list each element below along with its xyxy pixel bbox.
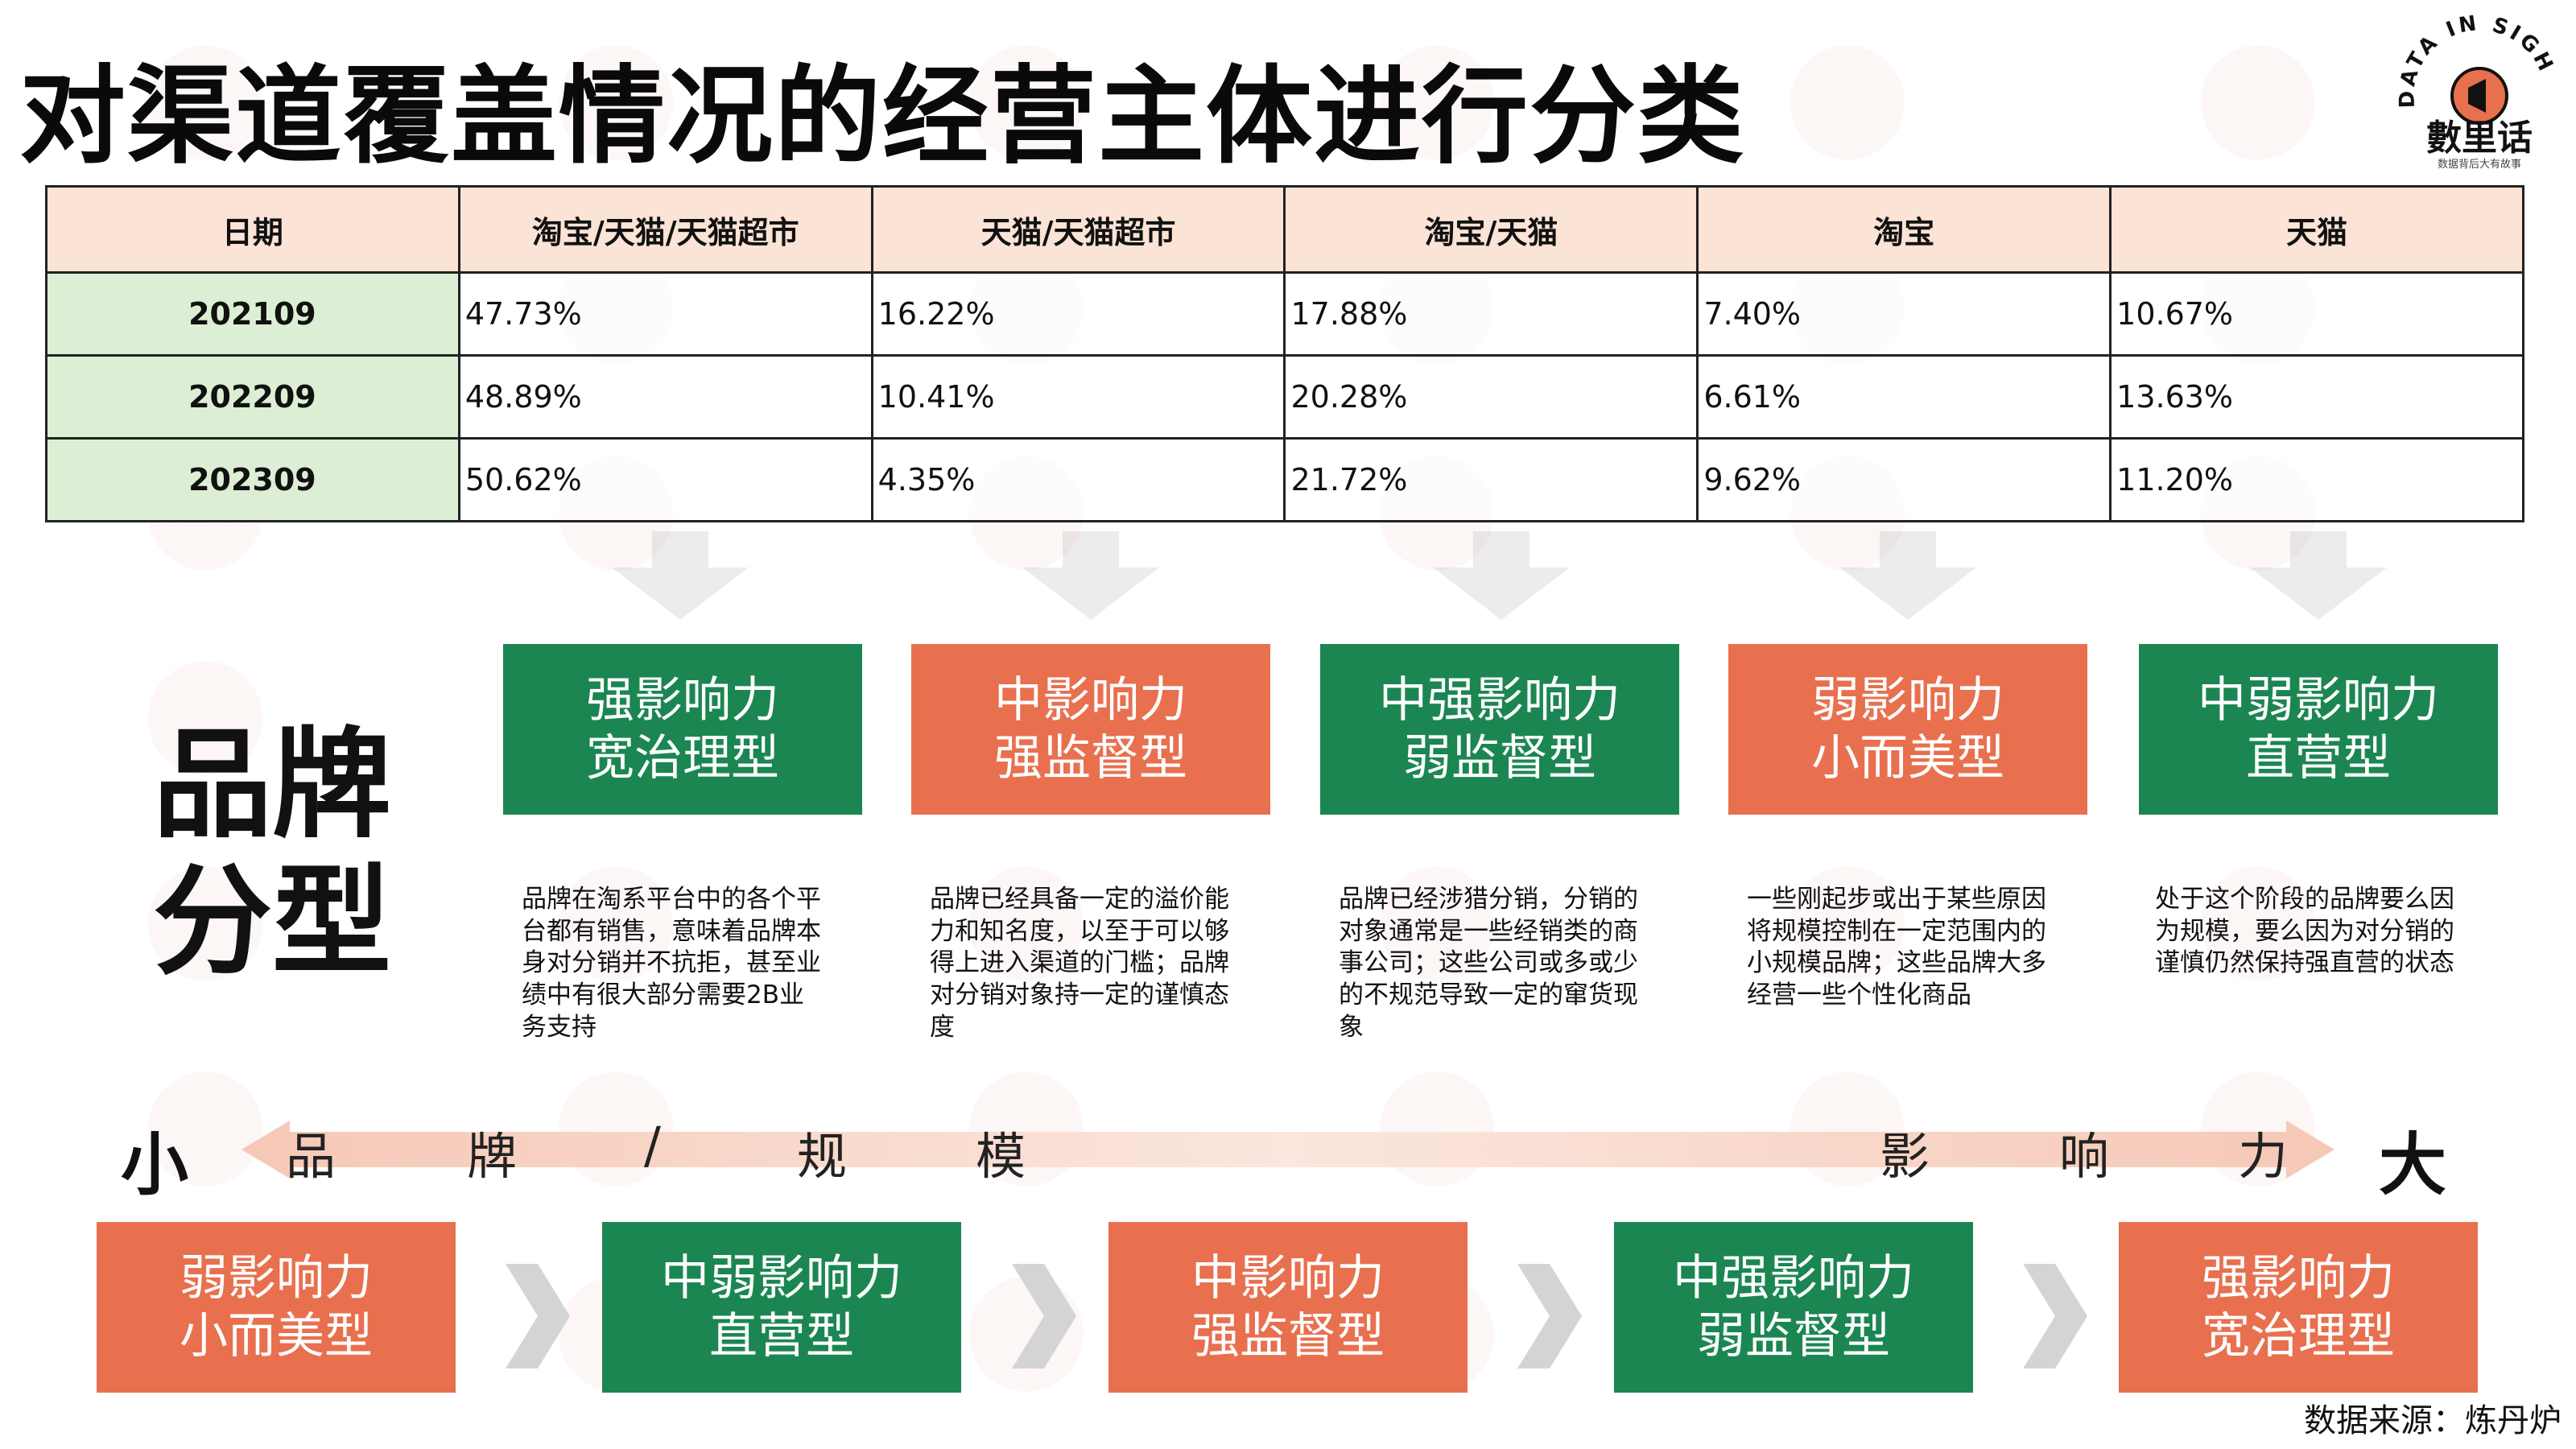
type-card-weak-influence: 弱影响力 小而美型: [1728, 644, 2087, 815]
progression-card: 中弱影响力 直营型: [602, 1222, 961, 1393]
table-cell: 6.61%: [1696, 354, 2112, 440]
table-row: 202209 48.89% 10.41% 20.28% 6.61% 13.63%: [45, 354, 2524, 440]
scale-axis-char: 牌: [467, 1127, 518, 1186]
type-description: 一些刚起步或出于某些原因将规模控制在一定范围内的小规模品牌；这些品牌大多经营一些…: [1747, 885, 2046, 1010]
col-header-taobao: 淘宝: [1696, 185, 2112, 274]
scale-axis-char: /: [644, 1116, 661, 1174]
chevron-right-icon: [1517, 1264, 1582, 1368]
table-cell: 50.62%: [457, 437, 873, 522]
date-cell: 202109: [45, 271, 460, 357]
table-cell: 13.63%: [2109, 354, 2524, 440]
type-card-strong-influence: 强影响力 宽治理型: [503, 644, 862, 815]
col-header-taobao-tmall-supermarket: 淘宝/天猫/天猫超市: [457, 185, 873, 274]
type-card-medium-weak-influence: 中弱影响力 直营型: [2139, 644, 2498, 815]
type-description: 品牌已经具备一定的溢价能力和知名度，以至于可以够得上进入渠道的门槛；品牌对分销对…: [930, 885, 1229, 1042]
type-card-line1: 中强影响力: [1673, 1250, 1914, 1307]
progression-card: 强影响力 宽治理型: [2119, 1222, 2478, 1393]
scale-small-label: 小: [121, 1125, 189, 1204]
table-cell: 20.28%: [1283, 354, 1699, 440]
type-card-line2: 小而美型: [180, 1308, 373, 1364]
table-row: 202109 47.73% 16.22% 17.88% 7.40% 10.67%: [45, 271, 2524, 357]
type-card-line2: 弱监督型: [1403, 730, 1596, 786]
type-description: 品牌在淘系平台中的各个平台都有销售，意味着品牌本身对分销并不抗拒，甚至业绩中有很…: [522, 885, 821, 1042]
date-cell: 202209: [45, 354, 460, 440]
data-source-note: 数据来源：炼丹炉: [2304, 1402, 2562, 1439]
brand-logo: DATA IN SIGHT 數里话 数据背后大有故事: [2391, 11, 2556, 171]
table-cell: 17.88%: [1283, 271, 1699, 357]
type-card-line1: 中影响力: [1191, 1250, 1385, 1307]
type-card-line2: 宽治理型: [2202, 1308, 2395, 1364]
type-card-line1: 中弱影响力: [661, 1250, 902, 1307]
brand-type-heading: 品牌 分型: [153, 716, 391, 992]
brand-type-heading-line2: 分型: [153, 852, 391, 992]
down-arrow-icon: [1433, 531, 1570, 620]
progression-card: 弱影响力 小而美型: [97, 1222, 456, 1393]
table-cell: 47.73%: [457, 271, 873, 357]
type-card-line1: 弱影响力: [180, 1250, 373, 1307]
type-description: 处于这个阶段的品牌要么因为规模，要么因为对分销的谨慎仍然保持强直营的状态: [2155, 885, 2454, 978]
down-arrow-icon: [1022, 531, 1159, 620]
type-card-line1: 中弱影响力: [2198, 672, 2439, 729]
logo-main-text: 數里话: [2426, 118, 2533, 159]
col-header-date: 日期: [45, 185, 460, 274]
table-cell: 7.40%: [1696, 271, 2112, 357]
table-row: 202309 50.62% 4.35% 21.72% 9.62% 11.20%: [45, 437, 2524, 522]
brand-type-heading-line1: 品牌: [153, 716, 391, 854]
down-arrow-icon: [1839, 531, 1976, 620]
page-title: 对渠道覆盖情况的经营主体进行分类: [19, 55, 1745, 179]
scale-axis-char: 品: [286, 1127, 336, 1186]
type-card-line1: 强影响力: [586, 672, 779, 729]
col-header-taobao-tmall: 淘宝/天猫: [1283, 185, 1699, 274]
progression-card: 中影响力 强监督型: [1108, 1222, 1468, 1393]
type-card-line2: 宽治理型: [586, 730, 779, 786]
scale-axis-char: 影: [1880, 1127, 1930, 1186]
scale-axis-char: 力: [2238, 1127, 2289, 1186]
scale-double-arrow: [242, 1121, 2334, 1179]
progression-card: 中强影响力 弱监督型: [1614, 1222, 1973, 1393]
scale-large-label: 大: [2379, 1125, 2447, 1204]
type-card-line1: 强影响力: [2202, 1250, 2395, 1307]
type-card-line2: 强监督型: [994, 730, 1187, 786]
type-description: 品牌已经涉猎分销，分销的对象通常是一些经销类的商事公司；这些公司或多或少的不规范…: [1339, 885, 1638, 1042]
table-cell: 11.20%: [2109, 437, 2524, 522]
type-card-line1: 中影响力: [994, 672, 1187, 729]
table-cell: 48.89%: [457, 354, 873, 440]
table-cell: 10.41%: [870, 354, 1286, 440]
type-card-line2: 强监督型: [1191, 1308, 1385, 1364]
scale-axis-char: 规: [797, 1127, 848, 1186]
type-card-line2: 直营型: [2246, 730, 2391, 786]
type-card-medium-strong-influence: 中强影响力 弱监督型: [1320, 644, 1679, 815]
type-card-line1: 中强影响力: [1379, 672, 1620, 729]
type-card-medium-influence: 中影响力 强监督型: [911, 644, 1270, 815]
type-card-line2: 小而美型: [1811, 730, 2004, 786]
channel-share-table: 日期 淘宝/天猫/天猫超市 天猫/天猫超市 淘宝/天猫 淘宝 天猫 202109…: [45, 185, 2524, 522]
type-card-line1: 弱影响力: [1811, 672, 2004, 729]
type-card-line2: 弱监督型: [1697, 1308, 1890, 1364]
date-cell: 202309: [45, 437, 460, 522]
down-arrow-icon: [612, 531, 749, 620]
table-cell: 4.35%: [870, 437, 1286, 522]
type-card-line2: 直营型: [709, 1308, 854, 1364]
table-header-row: 日期 淘宝/天猫/天猫超市 天猫/天猫超市 淘宝/天猫 淘宝 天猫: [45, 185, 2524, 274]
table-cell: 10.67%: [2109, 271, 2524, 357]
col-header-tmall: 天猫: [2109, 185, 2524, 274]
logo-sub-text: 数据背后大有故事: [2438, 159, 2521, 171]
chevron-right-icon: [506, 1264, 570, 1368]
chevron-right-icon: [2023, 1264, 2087, 1368]
col-header-tmall-supermarket: 天猫/天猫超市: [870, 185, 1286, 274]
table-cell: 21.72%: [1283, 437, 1699, 522]
table-cell: 9.62%: [1696, 437, 2112, 522]
down-arrow-icon: [2250, 531, 2387, 620]
chevron-right-icon: [1012, 1264, 1076, 1368]
scale-axis-char: 模: [976, 1127, 1026, 1186]
table-cell: 16.22%: [870, 271, 1286, 357]
scale-axis-char: 响: [2059, 1127, 2110, 1186]
